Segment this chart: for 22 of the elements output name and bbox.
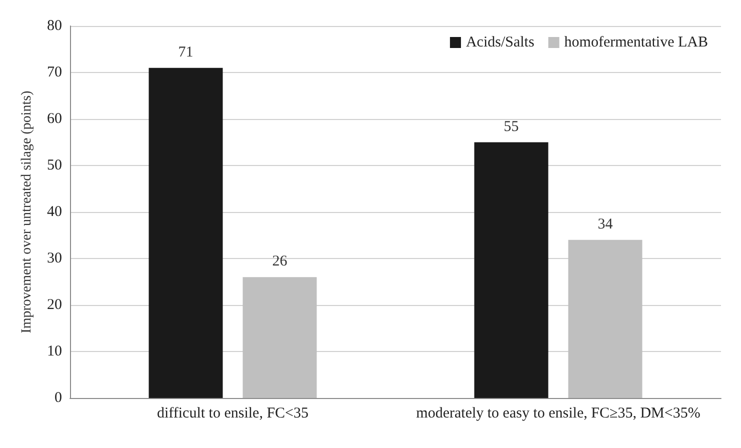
- data-label: 26: [272, 254, 288, 270]
- legend-label: homofermentative LAB: [564, 34, 708, 50]
- bar: [474, 142, 548, 398]
- y-tick-label: 60: [47, 111, 62, 127]
- data-label: 71: [178, 44, 194, 60]
- data-label: 55: [504, 118, 519, 135]
- y-tick-label: 50: [47, 158, 62, 174]
- bar: [148, 68, 223, 398]
- bar: [568, 240, 642, 398]
- x-tick-label: moderately to easy to ensile, FC≥35, DM<35%: [416, 406, 700, 422]
- y-tick-label: 0: [54, 390, 62, 406]
- y-tick-label: 40: [47, 204, 62, 220]
- legend-label: Acids/Salts: [466, 34, 534, 50]
- data-label: 34: [598, 216, 614, 232]
- y-axis-title: Improvement over untreated silage (points): [20, 90, 34, 334]
- y-tick-label: 20: [47, 297, 62, 313]
- x-tick-label: difficult to ensile, FC<35: [156, 406, 309, 422]
- y-tick-label: 30: [47, 250, 62, 266]
- y-tick-label: 80: [47, 18, 62, 34]
- y-tick-label: 10: [47, 344, 62, 360]
- bar: [242, 277, 317, 398]
- y-tick-label: 70: [47, 64, 62, 80]
